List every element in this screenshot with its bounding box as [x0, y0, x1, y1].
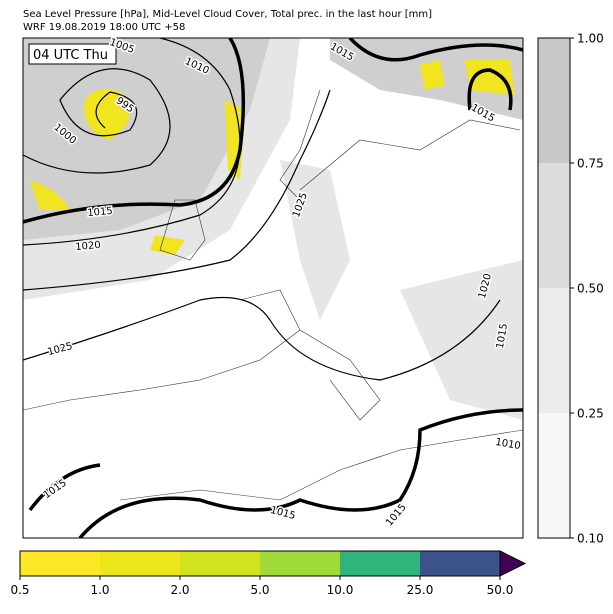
colorbar-tick-label: 5.0	[250, 583, 269, 597]
colorbar-bin	[420, 551, 500, 576]
map-frame	[22, 37, 524, 539]
time-label: 04 UTC Thu	[33, 48, 108, 63]
colorbar-bin	[538, 288, 570, 413]
colorbar-tick-label: 1.0	[90, 583, 109, 597]
colorbar-bin	[340, 551, 420, 576]
colorbar-tick-label: 2.0	[170, 583, 189, 597]
isobar-label: 1020	[75, 240, 101, 253]
title-line: WRF 19.08.2019 18:00 UTC +58	[23, 22, 185, 33]
colorbar-tick-label: 10.0	[327, 583, 354, 597]
colorbar-bin	[180, 551, 260, 576]
colorbar-bin	[538, 413, 570, 538]
colorbar-tick-label: 25.0	[407, 583, 434, 597]
title-line: Sea Level Pressure [hPa], Mid-Level Clou…	[23, 9, 432, 20]
colorbar-tick-label: 0.75	[577, 157, 604, 171]
colorbar-bin	[538, 38, 570, 163]
colorbar-bin	[260, 551, 340, 576]
isobar-label: 1015	[87, 206, 113, 219]
colorbar-tick-label: 0.50	[577, 282, 604, 296]
time-box	[28, 43, 117, 65]
colorbar-tick-label: 0.10	[577, 532, 604, 546]
colorbar-tick-label: 0.25	[577, 407, 604, 421]
colorbar-tick-label: 0.5	[10, 583, 29, 597]
colorbar-tick-label: 1.00	[577, 32, 604, 46]
colorbar-bin	[538, 163, 570, 288]
colorbar-bin	[20, 551, 100, 576]
colorbar-bin	[100, 551, 180, 576]
colorbar-tick-label: 50.0	[487, 583, 514, 597]
map	[23, 38, 523, 538]
colorbar-extend	[499, 550, 527, 577]
